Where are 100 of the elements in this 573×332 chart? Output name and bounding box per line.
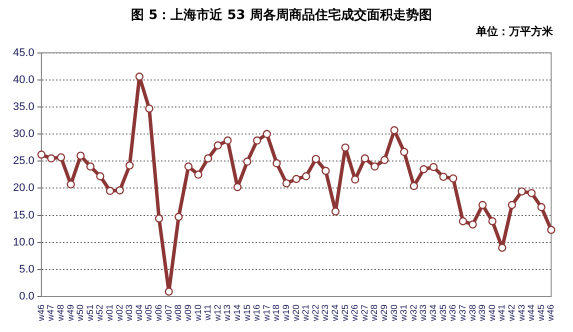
x-tick-label: w50 <box>75 304 86 322</box>
point <box>390 126 398 134</box>
x-tick-label: w12 <box>212 304 222 322</box>
y-tick-label: 0.0 <box>19 290 34 303</box>
y-tick-label: 30.0 <box>12 128 34 140</box>
x-tick-label: w18 <box>271 304 282 322</box>
point <box>380 156 389 164</box>
x-tick-label: w20 <box>290 304 301 322</box>
point <box>312 154 320 164</box>
point <box>164 288 173 296</box>
x-tick-label: w47 <box>46 304 56 322</box>
point <box>194 170 202 179</box>
point <box>360 154 370 162</box>
x-tick-label: w01 <box>104 304 115 322</box>
x-tick-label: w29 <box>379 304 390 322</box>
point <box>537 203 546 212</box>
x-tick-label: w25 <box>340 304 350 322</box>
x-tick-label: w03 <box>124 304 134 322</box>
point <box>243 158 252 166</box>
x-tick-label: w35 <box>438 304 448 322</box>
point <box>429 162 438 172</box>
point <box>76 152 85 160</box>
point <box>262 130 271 138</box>
chart-subtitle: 单位：万平方米 <box>475 25 554 38</box>
x-tick-label: w49 <box>65 304 76 322</box>
chart-title: 图 5：上海市近 53 周各周商品住宅成交面积走势图 <box>131 7 432 24</box>
point <box>508 200 516 210</box>
y-tick-label: 40.0 <box>12 74 34 86</box>
y-tick-label: 35.0 <box>12 100 34 113</box>
x-tick-label: w28 <box>369 304 380 322</box>
x-tick-label: w13 <box>222 304 232 322</box>
point <box>37 150 46 159</box>
point <box>400 148 408 156</box>
point <box>547 226 556 234</box>
x-tick-label: w10 <box>192 304 203 322</box>
x-tick-label: w22 <box>310 304 320 322</box>
x-tick-label: w46 <box>546 304 556 322</box>
point <box>410 182 418 190</box>
x-tick-label: w52 <box>94 304 105 322</box>
point <box>331 207 340 216</box>
x-tick-label: w11 <box>202 304 213 322</box>
point <box>135 72 144 81</box>
x-tick-label: w36 <box>448 304 458 322</box>
point <box>498 244 506 252</box>
y-tick-label: 20.0 <box>12 182 34 194</box>
point <box>145 104 154 113</box>
x-tick-label: w09 <box>182 304 193 322</box>
point <box>224 136 232 145</box>
y-tick-label: 10.0 <box>12 236 34 248</box>
x-tick-label: w45 <box>536 304 546 322</box>
point <box>341 143 350 152</box>
point <box>116 186 124 194</box>
point <box>292 174 300 184</box>
point <box>458 217 468 226</box>
x-tick-label: w44 <box>526 304 536 322</box>
x-tick-label: w42 <box>506 304 516 322</box>
point <box>174 212 183 221</box>
x-tick-label: w26 <box>350 304 360 322</box>
x-tick-label: w16 <box>252 304 262 322</box>
point <box>518 187 526 196</box>
x-tick-label: w48 <box>56 304 66 322</box>
x-tick-label: w46 <box>36 304 46 322</box>
point <box>527 188 536 198</box>
point <box>478 200 487 210</box>
point <box>322 166 330 175</box>
point <box>214 141 222 150</box>
x-tick-label: w15 <box>242 304 252 322</box>
point <box>439 172 448 181</box>
y-tick-label: 5.0 <box>19 263 34 276</box>
point <box>184 162 193 171</box>
x-tick-label: w37 <box>457 304 468 322</box>
x-tick-label: w02 <box>114 304 124 322</box>
point <box>252 136 262 145</box>
x-tick-label: w23 <box>320 304 330 322</box>
x-tick-label: w08 <box>173 304 184 322</box>
point <box>56 153 66 162</box>
point <box>282 179 291 188</box>
point <box>204 154 212 162</box>
point <box>468 220 477 229</box>
point <box>420 165 428 174</box>
x-tick-label: w43 <box>516 304 526 322</box>
x-tick-label: w06 <box>154 304 164 322</box>
point <box>66 180 75 188</box>
x-tick-label: w30 <box>388 304 399 322</box>
x-tick-label: w14 <box>232 304 242 322</box>
point <box>47 154 56 162</box>
x-tick-label: w33 <box>418 304 428 322</box>
point <box>154 214 164 223</box>
x-tick-label: w41 <box>496 304 507 322</box>
point <box>302 172 310 180</box>
point <box>233 183 242 192</box>
point <box>272 159 281 168</box>
x-tick-label: w31 <box>398 304 409 322</box>
point <box>96 172 104 180</box>
x-tick-label: w38 <box>467 304 478 322</box>
point <box>86 162 95 171</box>
x-tick-label: w32 <box>408 304 418 322</box>
point <box>488 217 496 226</box>
x-tick-label: w17 <box>261 304 272 322</box>
point <box>126 161 134 170</box>
